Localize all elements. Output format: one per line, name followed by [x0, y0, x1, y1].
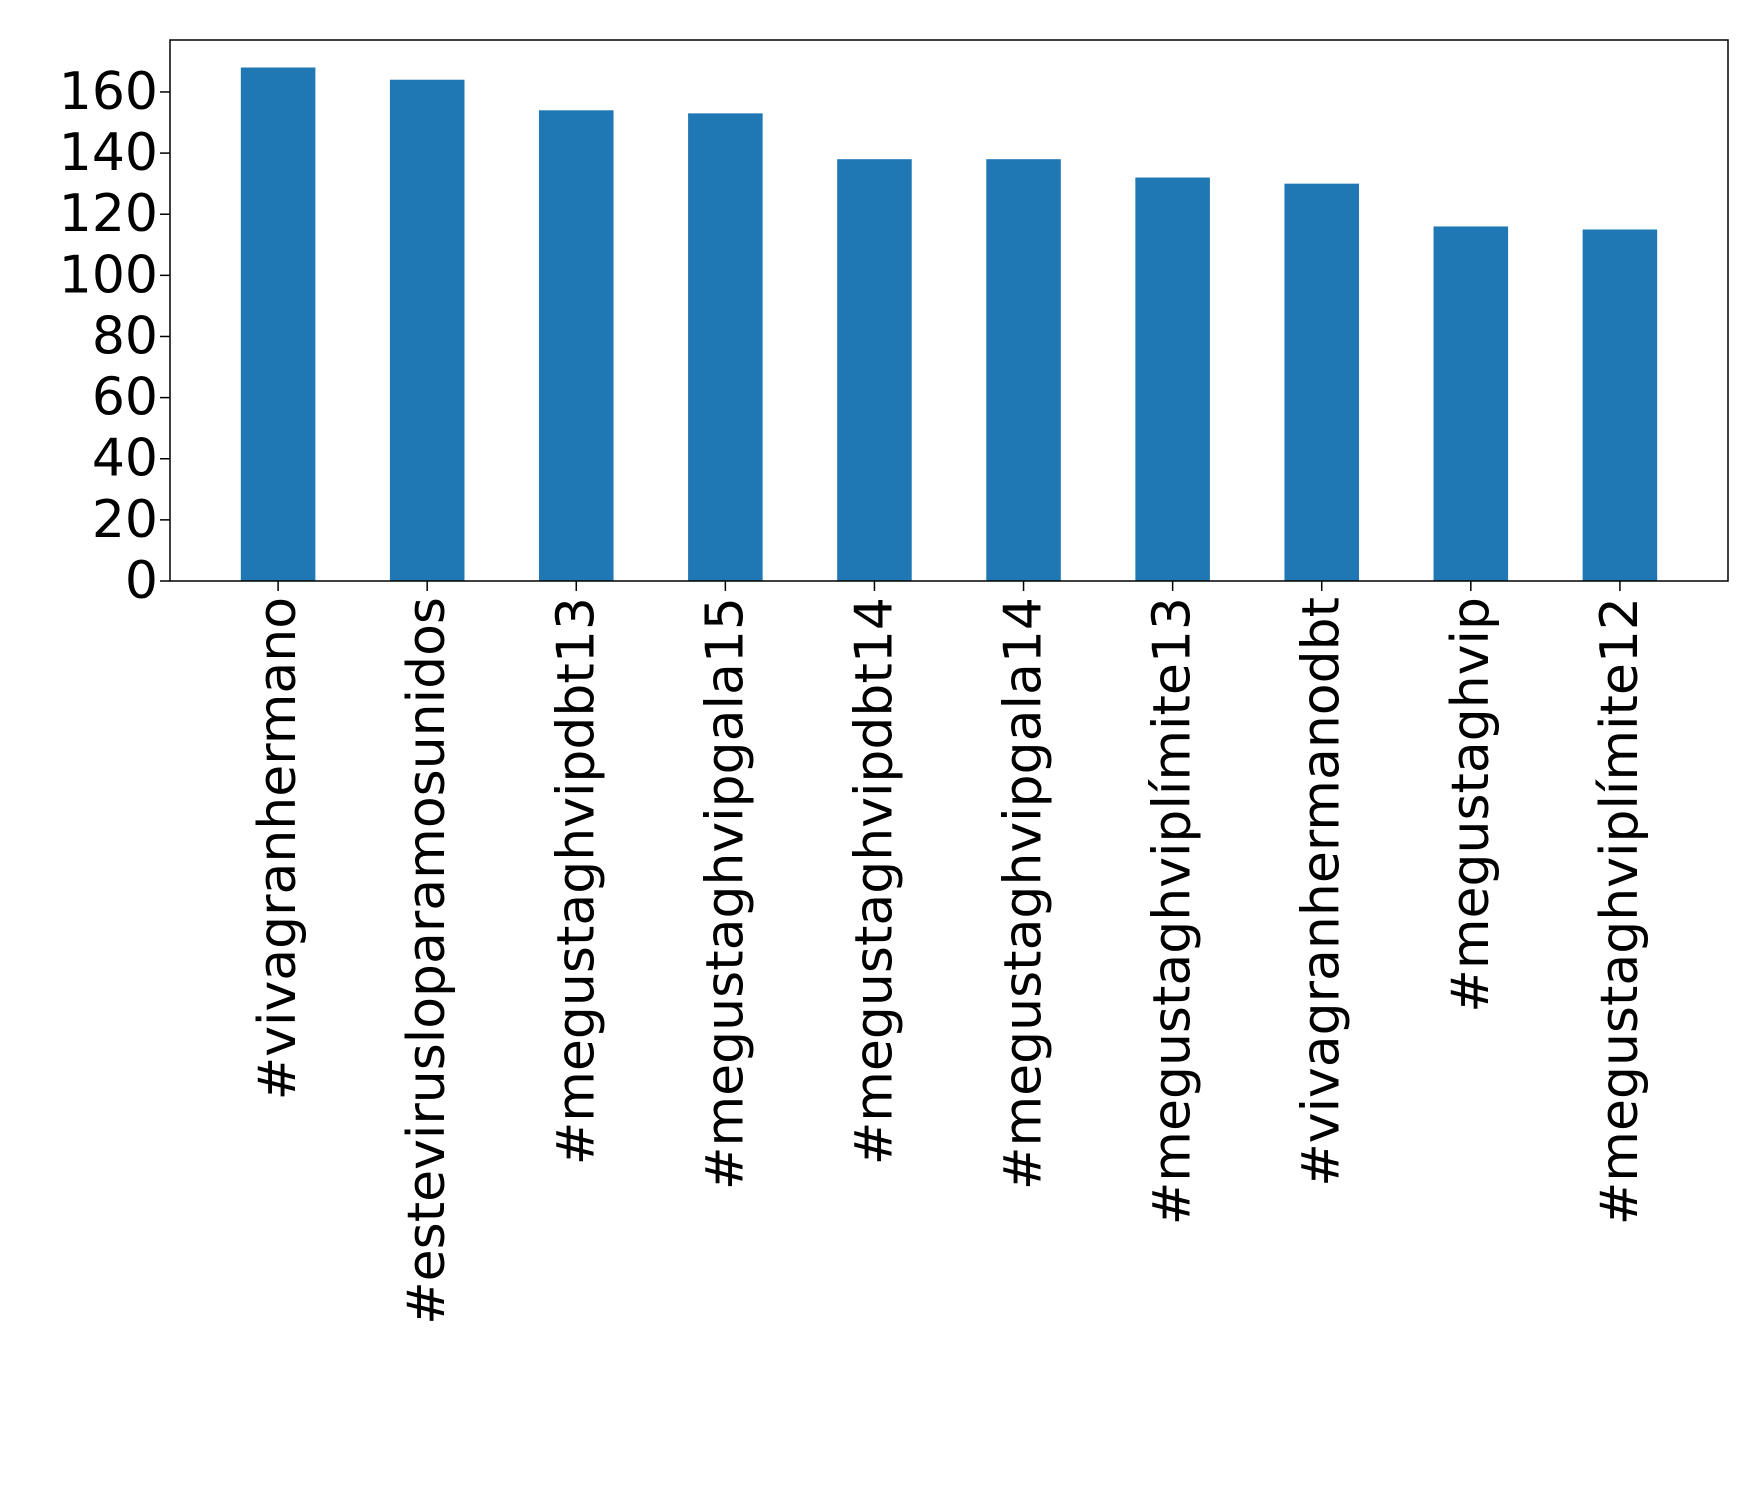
plot-frame: [169, 39, 1729, 582]
bar-4: [837, 159, 912, 581]
bar-1: [389, 79, 465, 581]
x-tick-label: #megustaghvipdbt14: [844, 597, 904, 1165]
bar-3: [688, 113, 763, 582]
x-tick-label: #megustaghviplímite13: [1143, 597, 1203, 1225]
y-tick-label: 80: [92, 306, 158, 366]
y-tick-label: 20: [92, 490, 158, 550]
y-tick-label: 140: [59, 123, 158, 183]
bar-6: [1135, 177, 1210, 582]
x-tick-label: #megustaghvipgala15: [695, 597, 755, 1190]
y-tick-label: 40: [92, 429, 158, 489]
x-tick-label: #vivagranhermanodbt: [1292, 597, 1352, 1187]
bar-0: [240, 67, 316, 581]
x-tick-label: #estevirusloparamosunidos: [397, 597, 457, 1325]
x-tick-label: #megustaghvipdbt13: [546, 597, 606, 1165]
y-tick-label: 0: [125, 551, 158, 611]
x-axis: #vivagranhermano #estevirusloparamosunido…: [248, 581, 1650, 1325]
plot-border: [169, 39, 1729, 582]
y-tick-label: 120: [59, 184, 158, 244]
bar-8: [1433, 226, 1509, 581]
x-tick-label: #megustaghvip: [1441, 597, 1501, 1013]
y-tick-label: 160: [59, 62, 158, 122]
bar-2: [539, 110, 614, 582]
y-tick-label: 60: [92, 368, 158, 428]
x-tick-label: #megustaghviplímite12: [1590, 597, 1650, 1225]
bar-7: [1284, 183, 1359, 581]
x-tick-label: #vivagranhermano: [248, 597, 308, 1100]
bar-5: [986, 159, 1061, 581]
y-tick-label: 100: [59, 245, 158, 305]
x-tick-label: #megustaghvipgala14: [994, 597, 1054, 1190]
bar-9: [1582, 229, 1658, 581]
bars-layer: [240, 67, 1658, 582]
